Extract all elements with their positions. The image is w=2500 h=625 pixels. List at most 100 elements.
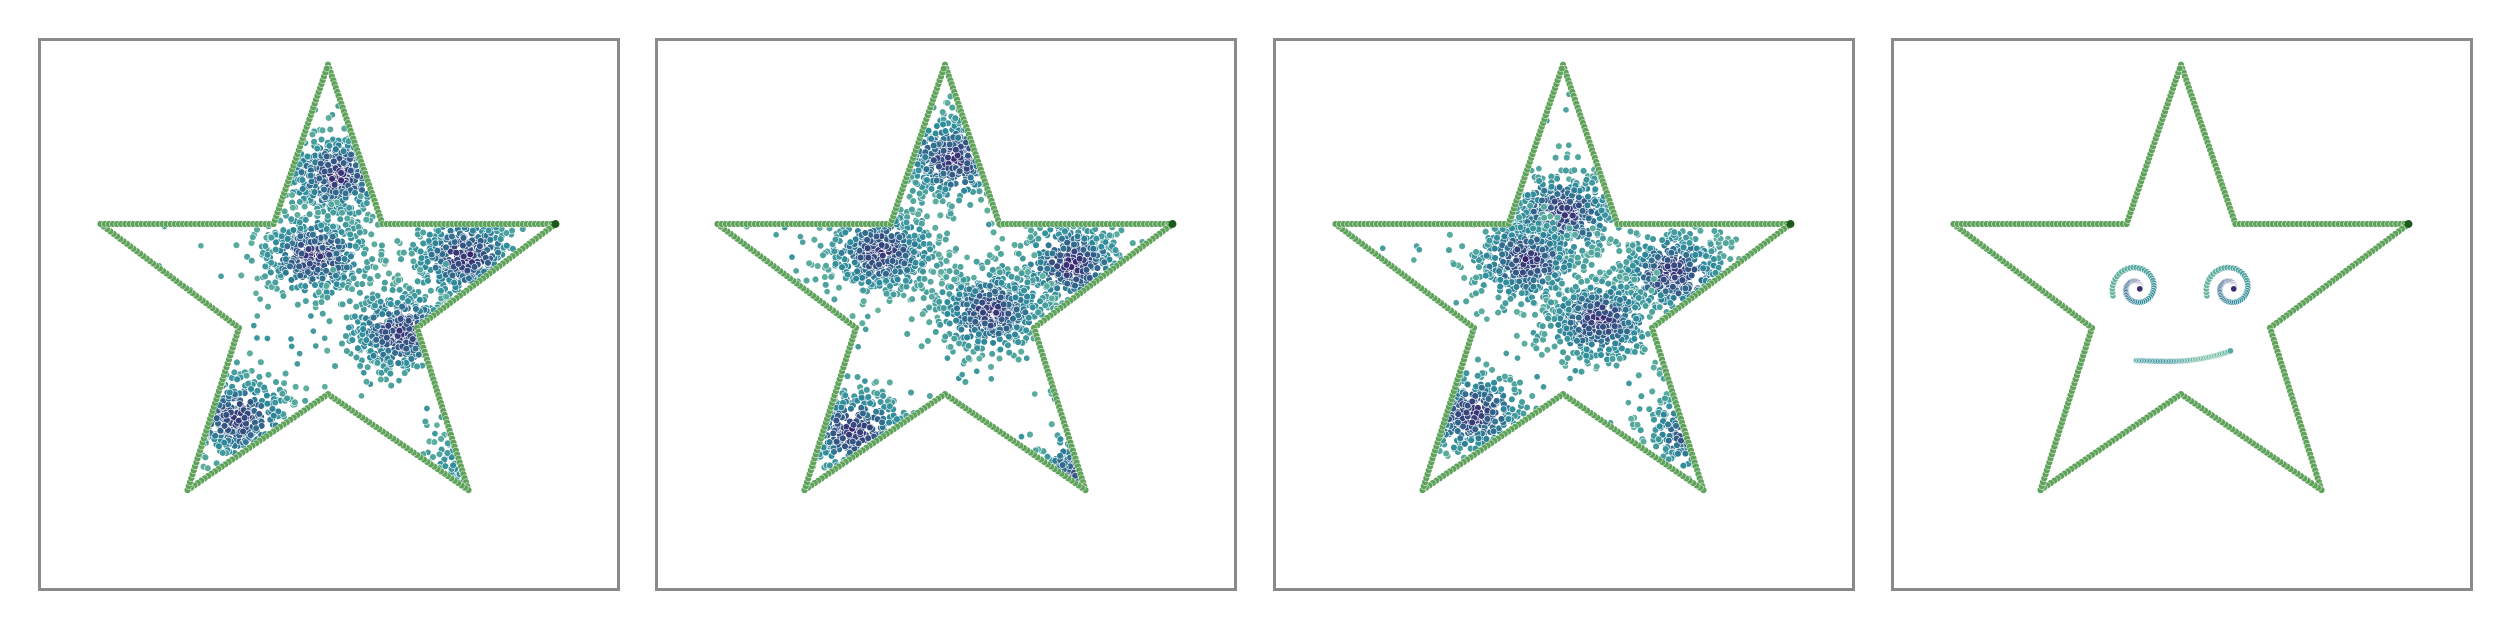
scatter-point bbox=[908, 205, 916, 214]
scatter-point bbox=[863, 236, 871, 244]
scatter-point bbox=[405, 284, 413, 293]
scatter-point bbox=[377, 375, 385, 384]
scatter-point bbox=[264, 303, 272, 311]
scatter-point bbox=[973, 344, 981, 352]
scatter-point bbox=[772, 231, 780, 239]
scatter-point bbox=[866, 399, 874, 407]
scatter-point bbox=[400, 248, 408, 257]
scatter-point bbox=[437, 287, 445, 295]
scatter-point bbox=[298, 176, 307, 184]
scatter-point bbox=[841, 391, 849, 399]
scatter-point bbox=[281, 369, 290, 378]
scatter-point bbox=[271, 398, 279, 407]
scatter-point bbox=[338, 300, 347, 308]
scatter-point bbox=[373, 322, 382, 330]
scatter-point bbox=[256, 295, 264, 303]
scatter-point bbox=[222, 411, 230, 419]
scatter-point bbox=[362, 378, 371, 386]
scatter-point bbox=[930, 141, 938, 150]
scatter-point bbox=[1097, 243, 1105, 251]
scatter-point bbox=[827, 273, 835, 281]
scatter-point bbox=[211, 432, 219, 440]
scatter-point bbox=[409, 257, 418, 265]
scatter-point bbox=[910, 232, 919, 240]
scatter-point bbox=[378, 241, 386, 250]
scatter-point bbox=[419, 239, 427, 248]
scatter-point bbox=[854, 343, 862, 351]
scatter-point bbox=[404, 297, 412, 305]
scatter-point bbox=[986, 282, 994, 290]
scatter-point bbox=[895, 233, 904, 241]
scatter-point bbox=[986, 251, 994, 259]
scatter-point bbox=[376, 297, 385, 306]
scatter-point bbox=[377, 250, 385, 259]
scatter-point bbox=[1079, 246, 1088, 254]
scatter-point bbox=[947, 283, 955, 291]
scatter-point bbox=[1048, 294, 1056, 303]
scatter-point bbox=[215, 442, 223, 450]
scatter-point bbox=[948, 202, 956, 210]
scatter-point bbox=[448, 271, 457, 279]
scatter-point bbox=[856, 428, 864, 436]
scatter-point bbox=[301, 282, 309, 290]
scatter-point bbox=[360, 369, 368, 377]
scatter-point bbox=[952, 268, 961, 276]
scatter-point bbox=[304, 245, 313, 253]
scatter-point bbox=[354, 318, 362, 326]
scatter-point bbox=[427, 287, 435, 295]
scatter-point bbox=[1026, 430, 1034, 439]
scatter-point bbox=[1024, 268, 1032, 276]
scatter-point bbox=[1058, 461, 1067, 469]
scatter-point bbox=[442, 293, 450, 301]
scatter-point bbox=[412, 305, 420, 313]
scatter-point bbox=[987, 363, 995, 371]
scatter-point bbox=[833, 438, 841, 446]
scatter-point bbox=[395, 377, 403, 385]
scatter-point bbox=[861, 229, 869, 237]
scatter-point bbox=[938, 288, 947, 296]
scatter-point bbox=[250, 322, 258, 330]
scatter-point bbox=[1011, 293, 1020, 302]
scatter-point bbox=[872, 232, 881, 241]
scatter-point bbox=[987, 321, 995, 330]
scatter-point bbox=[973, 258, 981, 266]
scatter-point bbox=[942, 235, 950, 244]
scatter-point bbox=[339, 159, 348, 167]
scatter-point bbox=[267, 268, 275, 277]
scatter-point bbox=[257, 358, 265, 366]
scatter-point bbox=[303, 152, 312, 161]
scatter-point bbox=[252, 289, 260, 297]
scatter-point bbox=[997, 250, 1005, 258]
scatter-point bbox=[955, 196, 963, 205]
scatter-point bbox=[921, 153, 929, 161]
scatter-point bbox=[426, 231, 434, 239]
scatter-point bbox=[951, 114, 959, 122]
scatter-point bbox=[314, 266, 322, 274]
scatter-point bbox=[289, 204, 297, 212]
scatter-point bbox=[1036, 297, 1044, 305]
scatter-point bbox=[345, 204, 353, 212]
scatter-point bbox=[1037, 258, 1045, 266]
scatter-point bbox=[851, 258, 859, 267]
scatter-point bbox=[1070, 240, 1078, 249]
scatter-point bbox=[848, 312, 857, 320]
scatter-point bbox=[371, 263, 380, 272]
scatter-point bbox=[369, 313, 378, 322]
scatter-point bbox=[339, 147, 348, 155]
scatter-point bbox=[324, 212, 332, 220]
scatter-point bbox=[486, 236, 494, 244]
scatter-point bbox=[927, 135, 935, 143]
scatter-point bbox=[409, 241, 417, 249]
scatter-point bbox=[903, 266, 911, 274]
scatter-point bbox=[1043, 282, 1051, 290]
scatter-point bbox=[915, 225, 924, 233]
scatter-point bbox=[279, 292, 288, 300]
scatter-point bbox=[995, 354, 1004, 363]
scatter-point bbox=[1030, 251, 1038, 259]
scatter-point bbox=[287, 335, 295, 343]
scatter-point bbox=[484, 259, 492, 267]
scatter-point bbox=[435, 450, 444, 458]
scatter-point bbox=[864, 253, 873, 262]
scatter-point bbox=[935, 232, 944, 241]
scatter-point bbox=[919, 310, 927, 318]
